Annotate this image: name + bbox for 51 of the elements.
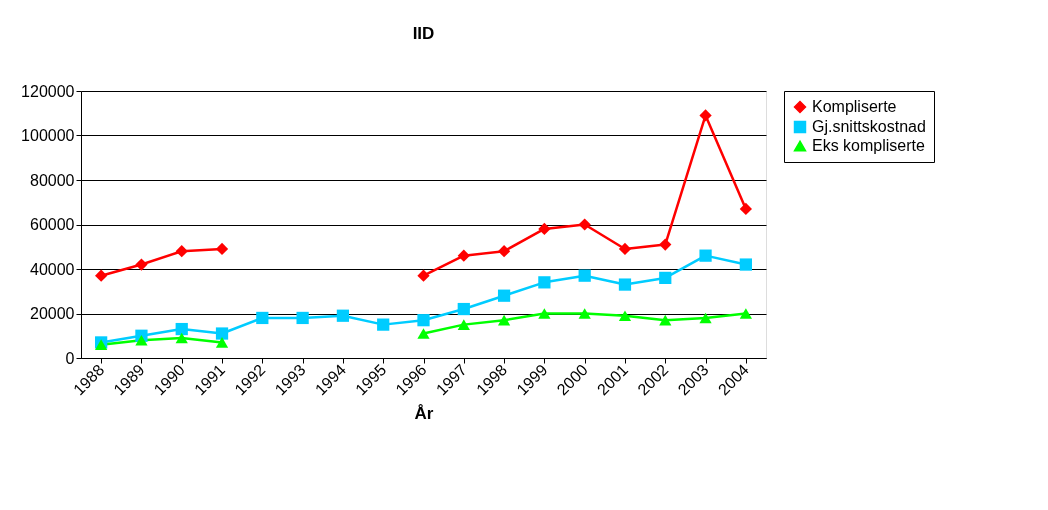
point — [457, 302, 470, 316]
point — [618, 242, 632, 256]
y-tick-label: 80000 — [30, 171, 75, 189]
y-tick-label: 20000 — [30, 305, 75, 322]
y-tick-label: 40000 — [30, 260, 75, 278]
point — [296, 311, 309, 325]
y-tick-label: 0 — [65, 349, 75, 367]
y-tick-label: 120000 — [21, 82, 75, 100]
point — [417, 314, 430, 327]
point — [457, 319, 470, 330]
chart-title: IID — [412, 24, 435, 43]
point — [578, 269, 591, 282]
point — [739, 308, 752, 319]
point — [538, 308, 551, 319]
point — [497, 289, 511, 302]
point — [699, 109, 712, 122]
point — [659, 238, 672, 251]
point — [95, 269, 108, 282]
x-axis-title: År — [414, 404, 434, 424]
point — [659, 314, 672, 326]
point — [538, 276, 551, 289]
legend-label: Eks kompliserte — [812, 137, 926, 154]
point — [215, 327, 229, 340]
legend-label: Kompliserte — [812, 98, 897, 115]
y-tick-label: 60000 — [30, 216, 75, 233]
point — [417, 328, 430, 339]
point — [457, 249, 470, 262]
point — [215, 337, 229, 348]
point — [578, 218, 591, 231]
point — [699, 312, 712, 324]
point — [618, 278, 632, 291]
point — [739, 202, 752, 216]
point — [256, 311, 269, 325]
point — [135, 334, 148, 346]
point — [175, 245, 188, 258]
point — [538, 222, 551, 236]
point — [659, 271, 672, 285]
point — [336, 309, 350, 322]
point — [377, 318, 390, 331]
point — [578, 308, 591, 319]
point — [175, 332, 188, 344]
y-tick-label: 100000 — [21, 127, 75, 144]
point — [699, 249, 712, 262]
point — [417, 269, 430, 282]
point — [497, 245, 511, 258]
point — [215, 242, 229, 256]
point — [618, 310, 632, 322]
legend-label: Gj.snittskostnad — [812, 118, 926, 135]
point — [739, 258, 752, 271]
point — [175, 322, 188, 336]
point — [135, 258, 148, 271]
